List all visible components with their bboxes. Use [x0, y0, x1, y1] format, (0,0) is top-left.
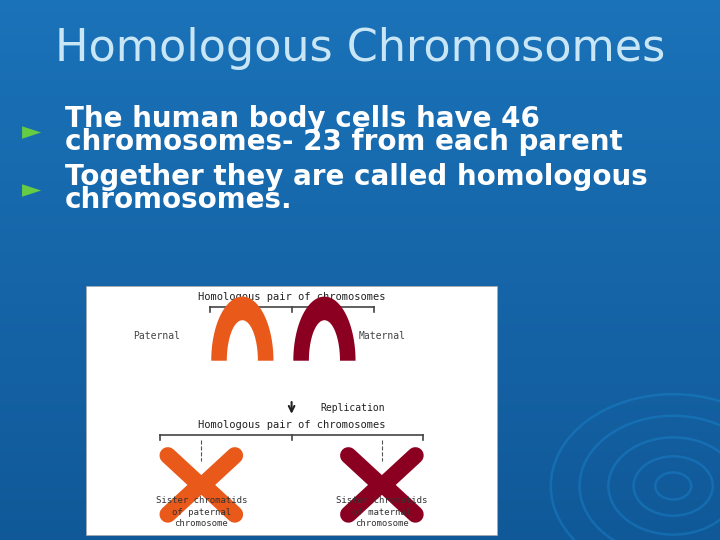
Bar [0, 0, 720, 6]
Bar [0, 276, 720, 284]
Bar [0, 47, 720, 54]
Bar [0, 33, 720, 40]
Polygon shape [211, 296, 274, 361]
Bar [0, 176, 720, 183]
Bar [0, 446, 720, 453]
Text: Homologous Chromosomes: Homologous Chromosomes [55, 27, 665, 70]
Bar [0, 472, 720, 480]
Text: Sister chromatids
of maternal
chromosome: Sister chromatids of maternal chromosome [336, 496, 428, 528]
Bar [0, 216, 720, 222]
Bar [0, 54, 720, 60]
Bar [0, 526, 720, 534]
Text: Replication: Replication [320, 403, 385, 413]
Bar [0, 60, 720, 68]
Bar [0, 426, 720, 432]
Text: Homologous pair of chromosomes: Homologous pair of chromosomes [198, 420, 385, 430]
Bar [0, 330, 720, 338]
Bar [0, 148, 720, 156]
Bar [0, 384, 720, 391]
Bar [0, 155, 720, 162]
Bar [0, 74, 720, 81]
Bar [0, 411, 720, 418]
Bar [0, 345, 720, 351]
Bar [0, 486, 720, 492]
Bar [0, 399, 720, 405]
Bar [0, 291, 720, 297]
Bar [0, 270, 720, 276]
Bar [0, 189, 720, 195]
Bar [0, 263, 720, 270]
Bar [0, 135, 720, 141]
Bar [0, 297, 720, 303]
Bar [0, 492, 720, 500]
Bar [0, 68, 720, 74]
Circle shape [199, 483, 204, 487]
Bar [0, 102, 720, 108]
Bar [0, 357, 720, 364]
Bar [0, 6, 720, 14]
Bar [0, 141, 720, 149]
Bar [0, 195, 720, 202]
Bar [0, 378, 720, 384]
Bar [0, 534, 720, 540]
Text: The human body cells have 46: The human body cells have 46 [65, 105, 540, 133]
Bar [0, 237, 720, 243]
Bar [0, 432, 720, 438]
Bar [0, 351, 720, 357]
Bar [0, 122, 720, 128]
FancyBboxPatch shape [86, 286, 497, 535]
Bar [0, 249, 720, 256]
Bar [0, 303, 720, 310]
Bar [0, 418, 720, 426]
Bar [0, 115, 720, 122]
Bar [0, 108, 720, 115]
Bar [0, 480, 720, 486]
Bar [0, 87, 720, 94]
Bar [0, 500, 720, 507]
Polygon shape [293, 296, 356, 361]
Bar [0, 453, 720, 459]
Bar [0, 405, 720, 411]
Bar [0, 230, 720, 237]
Text: Maternal: Maternal [359, 331, 405, 341]
Bar [0, 459, 720, 465]
Bar [0, 94, 720, 102]
Bar [0, 364, 720, 372]
Circle shape [379, 483, 384, 487]
Bar [0, 465, 720, 472]
Bar [0, 310, 720, 317]
Bar [0, 284, 720, 291]
Bar [0, 183, 720, 189]
Bar [0, 392, 720, 399]
Bar [0, 20, 720, 27]
Text: Together they are called homologous: Together they are called homologous [65, 163, 647, 191]
Bar [0, 256, 720, 263]
Bar [0, 318, 720, 324]
Text: ►: ► [22, 120, 41, 144]
Text: Paternal: Paternal [132, 331, 180, 341]
Bar [0, 14, 720, 20]
Bar [0, 243, 720, 249]
Bar [0, 209, 720, 216]
Bar [0, 168, 720, 176]
Bar [0, 338, 720, 345]
Bar [0, 372, 720, 378]
Bar [0, 128, 720, 135]
Bar [0, 81, 720, 87]
Bar [0, 438, 720, 445]
Bar [0, 222, 720, 230]
Text: Sister chromatids
of paternal
chromosome: Sister chromatids of paternal chromosome [156, 496, 247, 528]
Bar [0, 513, 720, 519]
Bar [0, 324, 720, 330]
Bar [0, 162, 720, 168]
Text: chromosomes.: chromosomes. [65, 186, 292, 214]
Bar [0, 40, 720, 47]
Text: Homologous pair of chromosomes: Homologous pair of chromosomes [198, 293, 385, 302]
Text: chromosomes- 23 from each parent: chromosomes- 23 from each parent [65, 128, 623, 156]
Bar [0, 27, 720, 33]
Bar [0, 519, 720, 526]
Bar [0, 507, 720, 513]
Text: ►: ► [22, 178, 41, 202]
Bar [0, 202, 720, 209]
